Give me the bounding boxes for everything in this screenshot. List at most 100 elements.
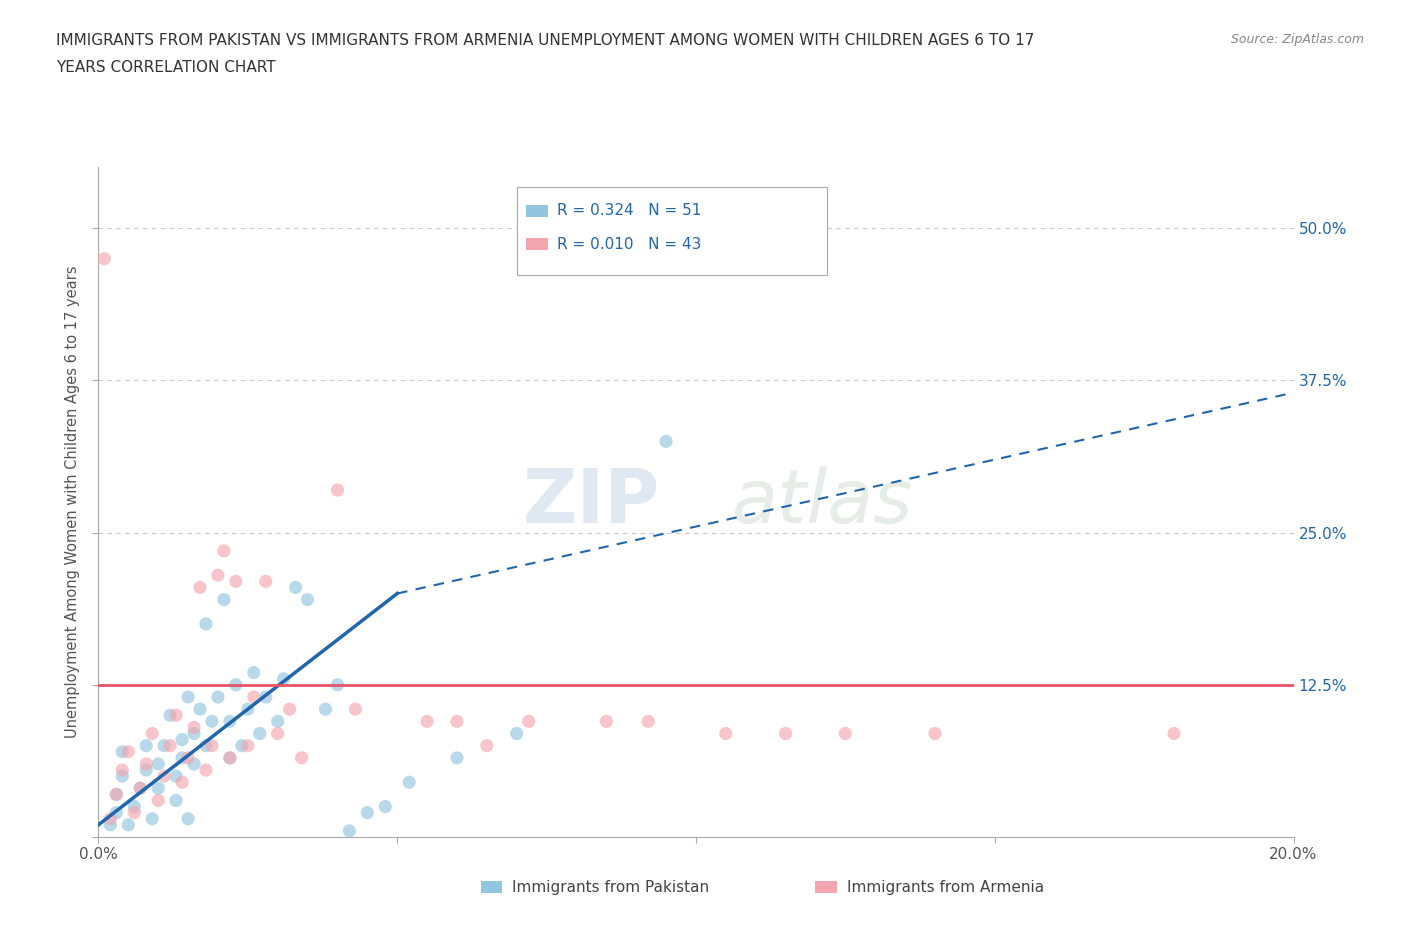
Bar <box>526 205 548 217</box>
Point <box>273 671 295 686</box>
Point <box>135 738 157 753</box>
Point <box>148 756 170 771</box>
Point <box>172 775 194 790</box>
Bar <box>526 238 548 250</box>
Point <box>297 592 319 607</box>
Point <box>595 714 617 729</box>
Point <box>834 726 856 741</box>
Point <box>165 793 187 808</box>
Point <box>236 702 259 717</box>
FancyBboxPatch shape <box>517 188 827 274</box>
Point <box>249 726 271 741</box>
Point <box>148 781 170 796</box>
Text: YEARS CORRELATION CHART: YEARS CORRELATION CHART <box>56 60 276 75</box>
Point <box>315 702 337 717</box>
Point <box>201 738 224 753</box>
Point <box>159 708 181 723</box>
Point <box>100 817 122 832</box>
Point <box>416 714 439 729</box>
Point <box>105 787 128 802</box>
Point <box>111 769 134 784</box>
Point <box>225 574 247 589</box>
Point <box>183 720 205 735</box>
Point <box>172 732 194 747</box>
Text: atlas: atlas <box>733 466 914 538</box>
Point <box>188 580 211 595</box>
Point <box>117 817 139 832</box>
Point <box>141 811 163 826</box>
Point <box>446 714 468 729</box>
Point <box>326 483 349 498</box>
Y-axis label: Unemployment Among Women with Children Ages 6 to 17 years: Unemployment Among Women with Children A… <box>65 266 80 738</box>
Point <box>141 726 163 741</box>
Point <box>284 580 307 595</box>
Point <box>1163 726 1185 741</box>
Point <box>177 689 200 704</box>
Point <box>177 811 200 826</box>
Point <box>148 793 170 808</box>
Point <box>207 689 229 704</box>
Point <box>93 251 115 266</box>
Point <box>183 726 205 741</box>
Point <box>231 738 253 753</box>
Point <box>117 744 139 759</box>
Point <box>124 799 146 814</box>
Point <box>254 689 277 704</box>
Point <box>212 543 235 558</box>
Point <box>135 763 157 777</box>
Text: R = 0.324   N = 51: R = 0.324 N = 51 <box>557 204 702 219</box>
Text: Immigrants from Armenia: Immigrants from Armenia <box>846 880 1043 895</box>
Text: IMMIGRANTS FROM PAKISTAN VS IMMIGRANTS FROM ARMENIA UNEMPLOYMENT AMONG WOMEN WIT: IMMIGRANTS FROM PAKISTAN VS IMMIGRANTS F… <box>56 33 1035 47</box>
Point <box>124 805 146 820</box>
Point <box>446 751 468 765</box>
Point <box>195 617 218 631</box>
Point <box>135 756 157 771</box>
Point <box>172 751 194 765</box>
Point <box>219 751 242 765</box>
Point <box>344 702 367 717</box>
Point <box>326 677 349 692</box>
Point <box>517 714 540 729</box>
Point <box>267 714 290 729</box>
Point <box>243 689 266 704</box>
Point <box>775 726 797 741</box>
Text: ZIP: ZIP <box>523 466 661 538</box>
Point <box>111 763 134 777</box>
Point <box>105 805 128 820</box>
Point <box>177 751 200 765</box>
Point <box>219 714 242 729</box>
Point <box>183 756 205 771</box>
Point <box>655 434 678 449</box>
Bar <box>815 882 837 893</box>
Point <box>714 726 737 741</box>
Bar <box>481 882 502 893</box>
Point <box>212 592 235 607</box>
Point <box>475 738 498 753</box>
Point <box>291 751 314 765</box>
Point <box>201 714 224 729</box>
Point <box>339 823 360 838</box>
Point <box>153 738 176 753</box>
Point <box>129 781 152 796</box>
Point <box>236 738 259 753</box>
Point <box>267 726 290 741</box>
Point <box>207 568 229 583</box>
Text: Immigrants from Pakistan: Immigrants from Pakistan <box>512 880 709 895</box>
Point <box>225 677 247 692</box>
Point <box>100 811 122 826</box>
Point <box>398 775 420 790</box>
Point <box>254 574 277 589</box>
Point <box>278 702 301 717</box>
Point <box>924 726 946 741</box>
Text: Source: ZipAtlas.com: Source: ZipAtlas.com <box>1230 33 1364 46</box>
Point <box>165 769 187 784</box>
Point <box>165 708 187 723</box>
Point <box>195 763 218 777</box>
Point <box>153 769 176 784</box>
Text: R = 0.010   N = 43: R = 0.010 N = 43 <box>557 237 702 252</box>
Point <box>195 738 218 753</box>
Point <box>188 702 211 717</box>
Point <box>356 805 378 820</box>
Point <box>374 799 396 814</box>
Point <box>159 738 181 753</box>
